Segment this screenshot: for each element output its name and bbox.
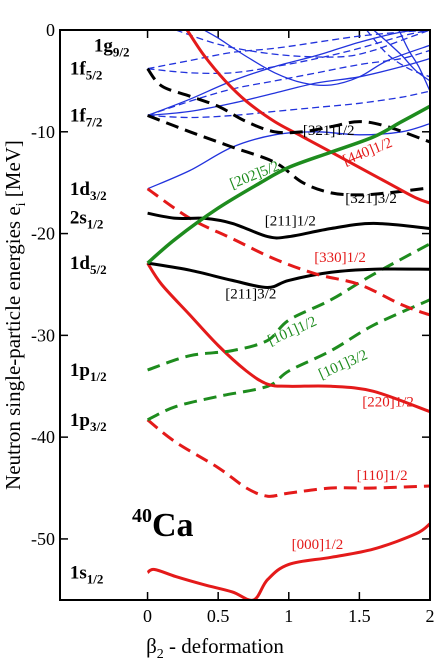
band-label: [211]1/2: [265, 213, 316, 229]
series-line: [146, 522, 430, 600]
nucleus-label: 40Ca: [132, 505, 194, 544]
unlabeled-level-line: [366, 30, 430, 78]
y-tick-label: 0: [46, 20, 55, 40]
unlabeled-level-line: [147, 57, 430, 117]
orbital-label: 1p3/2: [70, 410, 107, 434]
x-axis-title: β2 - deformation: [146, 634, 284, 662]
band-label: [000]1/2: [292, 537, 344, 553]
series-line: [146, 67, 430, 144]
nilsson-band-labels: [321]1/2[440]1/2[202]5/2[321]3/2[211]1/2…: [225, 123, 414, 553]
orbital-label: 1f7/2: [70, 106, 102, 130]
band-label: [330]1/2: [314, 250, 366, 266]
y-tick-label: -20: [31, 224, 55, 244]
plot-frame: [59, 29, 431, 601]
x-tick-label: 0.5: [207, 606, 230, 626]
orbital-label: 1s1/2: [70, 563, 104, 587]
unlabeled-level-line: [175, 30, 430, 58]
unlabeled-level-line: [147, 90, 430, 119]
orbital-label: 1g9/2: [94, 35, 130, 59]
orbital-label: 1d5/2: [70, 253, 107, 277]
unlabeled-level-line: [203, 30, 430, 87]
band-label: [321]1/2: [303, 123, 355, 139]
series-line: [147, 114, 430, 197]
y-tick-label: -10: [31, 122, 55, 142]
band-label: [321]3/2: [345, 191, 397, 207]
x-tick-label: 0: [143, 606, 152, 626]
series-line: [146, 262, 430, 414]
series-line: [147, 211, 430, 240]
series-line: [146, 298, 430, 422]
y-tick-label: -30: [31, 325, 55, 345]
series-line: [146, 187, 430, 317]
tick-labels: 0 0.5 1 1.5 2 0 -10 -20 -30 -40 -50: [31, 20, 435, 626]
orbital-label: 1f5/2: [70, 59, 102, 83]
series-line: [185, 30, 430, 205]
series-line: [147, 261, 430, 290]
band-label: [220]1/2: [362, 395, 414, 411]
band-label: [110]1/2: [357, 468, 408, 484]
unlabeled-level-line: [373, 30, 430, 82]
series-layer: [146, 30, 430, 600]
y-tick-label: -50: [31, 529, 55, 549]
x-tick-label: 1: [284, 606, 293, 626]
series-line: [146, 418, 430, 498]
x-tick-label: 2: [426, 606, 435, 626]
y-axis-title: Neutron single-particle energies ei [MeV…: [1, 140, 29, 490]
unlabeled-level-line: [147, 49, 430, 117]
band-label: [211]3/2: [225, 287, 276, 303]
unlabeled-level-line: [147, 30, 430, 75]
series-line: [146, 104, 430, 265]
series-line: [147, 242, 430, 372]
x-tick-label: 1.5: [348, 606, 371, 626]
y-tick-label: -40: [31, 427, 55, 447]
orbital-label: 2s1/2: [70, 207, 104, 231]
orbital-label: 1d3/2: [70, 179, 107, 203]
unlabeled-level-line: [147, 30, 430, 70]
orbital-label: 1p1/2: [70, 360, 107, 384]
